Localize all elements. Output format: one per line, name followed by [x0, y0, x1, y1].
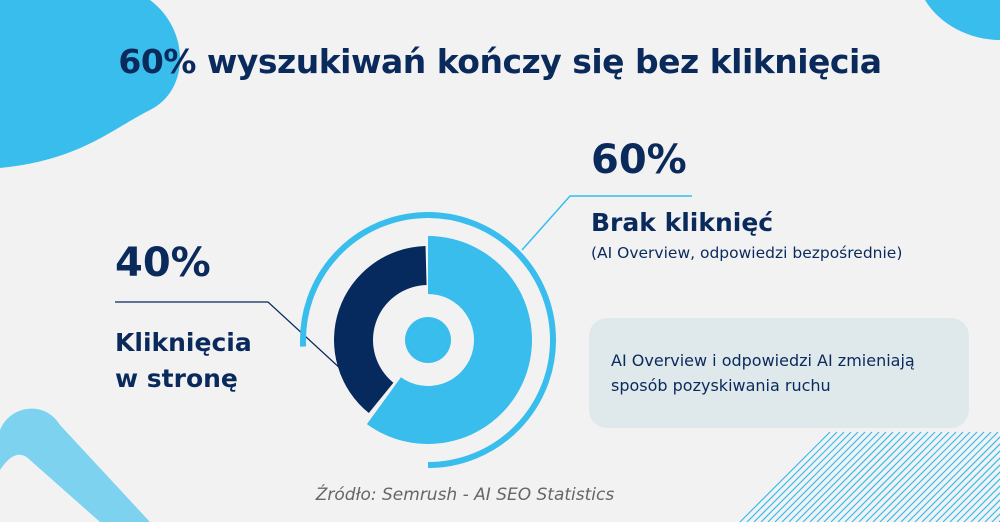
source-caption: Źródło: Semrush - AI SEO Statistics: [315, 485, 615, 505]
connector-line-click: [115, 301, 343, 371]
decorative-hatch: [739, 431, 1000, 522]
no-click-percent: 60%: [591, 137, 687, 183]
no-click-detail: (AI Overview, odpowiedzi bezpośrednie): [591, 244, 903, 262]
decorative-blob-top-left: [0, 0, 180, 168]
outer-ring-arc: [300, 212, 556, 468]
click-percent: 40%: [115, 240, 211, 286]
note-text: AI Overview i odpowiedzi AI zmieniają sp…: [611, 351, 915, 395]
donut-slice-click: [334, 246, 427, 414]
no-click-label: Brak kliknięć: [591, 208, 774, 237]
click-label-line1: Kliknięcia: [115, 328, 252, 357]
donut-center-dot: [405, 317, 451, 363]
page-title: 60% wyszukiwań kończy się bez kliknięcia: [118, 42, 882, 81]
decorative-shape-bottom-left: [0, 408, 150, 522]
connector-line-no-click: [521, 195, 692, 251]
donut-slice-no-click: [366, 236, 532, 444]
decorative-blob-top-right: [925, 0, 1000, 40]
click-label-line2: w stronę: [115, 364, 238, 393]
note-box: AI Overview i odpowiedzi AI zmieniają sp…: [589, 318, 969, 428]
